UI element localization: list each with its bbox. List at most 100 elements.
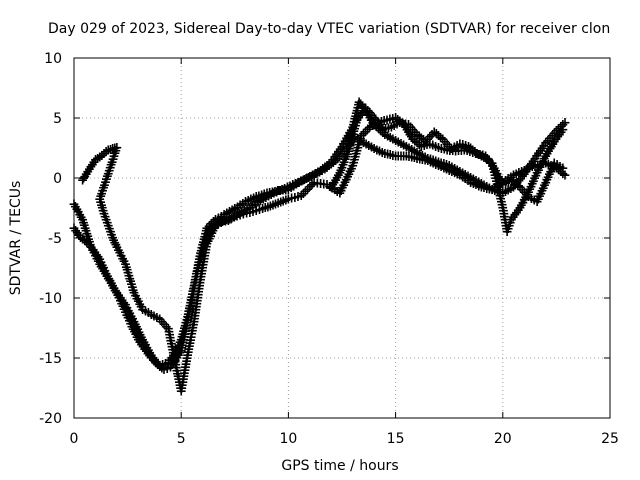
data-point: + xyxy=(180,357,192,373)
data-point: + xyxy=(383,120,395,136)
data-point: + xyxy=(97,203,109,219)
data-point: + xyxy=(489,180,501,196)
data-point: + xyxy=(531,148,543,164)
data-point: + xyxy=(87,242,99,258)
data-point: + xyxy=(463,139,475,155)
data-point: + xyxy=(185,298,197,314)
data-point: + xyxy=(497,186,509,202)
data-point: + xyxy=(105,276,117,292)
data-point: + xyxy=(232,199,244,215)
data-point: + xyxy=(179,318,191,334)
data-point: + xyxy=(439,134,451,150)
data-point: + xyxy=(367,118,379,134)
data-point: + xyxy=(435,141,447,157)
data-point: + xyxy=(83,162,95,178)
data-point: + xyxy=(84,237,96,253)
data-point: + xyxy=(91,247,103,263)
grid-lines xyxy=(74,58,610,418)
data-point: + xyxy=(473,175,485,191)
data-point: + xyxy=(384,147,396,163)
data-point: + xyxy=(535,186,547,202)
data-point: + xyxy=(180,315,192,331)
data-point: + xyxy=(418,132,430,148)
data-point: + xyxy=(270,196,282,212)
data-point: + xyxy=(136,329,148,345)
data-point: + xyxy=(254,202,266,218)
data-point: + xyxy=(296,173,308,189)
data-point: + xyxy=(400,148,412,164)
data-point: + xyxy=(350,118,362,134)
data-point: + xyxy=(325,180,337,196)
data-point: + xyxy=(129,324,141,340)
data-point: + xyxy=(193,281,205,297)
data-point: + xyxy=(531,165,543,181)
y-tick-label: 10 xyxy=(44,51,62,67)
data-point: + xyxy=(125,316,137,332)
data-point: + xyxy=(166,336,178,352)
data-point: + xyxy=(194,278,206,294)
data-point: + xyxy=(72,204,84,220)
data-point: + xyxy=(403,149,415,165)
data-point: + xyxy=(198,238,210,254)
data-point: + xyxy=(364,120,376,136)
data-point: + xyxy=(342,128,354,144)
data-point: + xyxy=(357,99,369,115)
data-point: + xyxy=(540,175,552,191)
data-point: + xyxy=(358,135,370,151)
data-point: + xyxy=(415,139,427,155)
data-point: + xyxy=(338,144,350,160)
data-point: + xyxy=(368,117,380,133)
data-point: + xyxy=(454,164,466,180)
data-point: + xyxy=(368,141,380,157)
data-point: + xyxy=(109,141,121,157)
data-point: + xyxy=(350,108,362,124)
data-point: + xyxy=(406,150,418,166)
data-point: + xyxy=(139,342,151,358)
data-point: + xyxy=(546,139,558,155)
data-point: + xyxy=(175,384,187,400)
data-point: + xyxy=(509,207,521,223)
data-point: + xyxy=(418,138,430,154)
data-point: + xyxy=(419,149,431,165)
data-point: + xyxy=(360,103,372,119)
data-point: + xyxy=(268,186,280,202)
data-point: + xyxy=(173,337,185,353)
data-point: + xyxy=(473,178,485,194)
data-point: + xyxy=(287,177,299,193)
data-point: + xyxy=(192,287,204,303)
data-point: + xyxy=(443,163,455,179)
data-point: + xyxy=(478,150,490,166)
data-point: + xyxy=(550,132,562,148)
data-point: + xyxy=(334,141,346,157)
data-point: + xyxy=(343,141,355,157)
data-point: + xyxy=(179,326,191,342)
data-point: + xyxy=(173,375,185,391)
data-point: + xyxy=(377,125,389,141)
data-point: + xyxy=(433,128,445,144)
data-point: + xyxy=(102,166,114,182)
data-point: + xyxy=(528,173,540,189)
data-point: + xyxy=(552,129,564,145)
data-point: + xyxy=(231,208,243,224)
data-point: + xyxy=(355,108,367,124)
data-point: + xyxy=(512,202,524,218)
data-point: + xyxy=(264,185,276,201)
data-point: + xyxy=(508,180,520,196)
axis-ticks xyxy=(73,57,611,419)
data-point: + xyxy=(111,285,123,301)
data-point: + xyxy=(191,269,203,285)
data-point: + xyxy=(537,154,549,170)
data-point: + xyxy=(205,219,217,235)
data-point: + xyxy=(187,287,199,303)
data-point: + xyxy=(156,360,168,376)
data-point: + xyxy=(138,335,150,351)
data-point: + xyxy=(315,176,327,192)
data-point: + xyxy=(308,175,320,191)
data-point: + xyxy=(88,154,100,170)
data-point: + xyxy=(424,136,436,152)
data-point: + xyxy=(265,187,277,203)
data-point: + xyxy=(212,216,224,232)
data-point: + xyxy=(496,174,508,190)
data-point: + xyxy=(492,178,504,194)
data-point: + xyxy=(457,137,469,153)
